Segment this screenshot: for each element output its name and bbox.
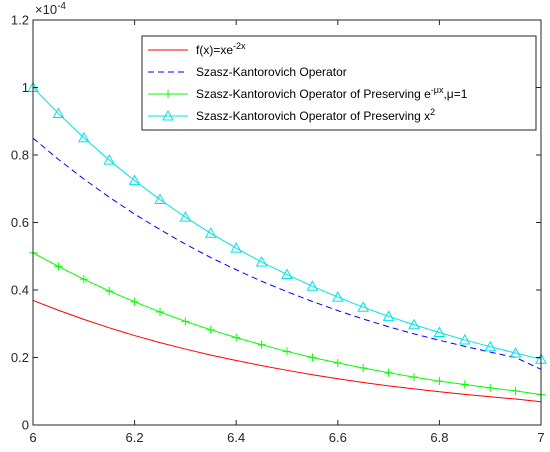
x-tick-label: 6.6	[329, 430, 347, 445]
data-point-plus	[79, 275, 88, 284]
data-point-plus	[308, 353, 317, 362]
data-point-plus	[130, 297, 139, 306]
data-point-triangle	[255, 255, 268, 267]
data-point-plus	[410, 373, 418, 382]
data-point-plus	[511, 386, 520, 395]
legend-box	[141, 35, 537, 131]
data-point-triangle	[509, 347, 522, 358]
x-tick-label: 6.2	[126, 430, 144, 445]
y-tick-label: 0.4	[11, 283, 29, 298]
data-point-triangle	[306, 280, 319, 291]
legend-label: Szasz-Kantorovich Operator of Preserving…	[196, 85, 468, 101]
data-point-plus	[105, 287, 114, 296]
series-line-1	[32, 299, 542, 403]
data-point-triangle	[103, 154, 116, 165]
legend-label: Szasz-Kantorovich Operator of Preserving…	[196, 107, 435, 123]
data-point-triangle	[458, 333, 471, 345]
legend-entry-4: Szasz-Kantorovich Operator of Preserving…	[148, 107, 435, 123]
legend-entry-2: Szasz-Kantorovich Operator	[148, 65, 347, 79]
y-axis-multiplier: ×10-4	[35, 1, 66, 17]
data-point-triangle	[128, 174, 141, 186]
legend: f(x)=xe-2x Szasz-Kantorovich Operator Szas…	[141, 35, 537, 131]
x-tick-label: 7	[537, 430, 544, 445]
legend-entry-3: Szasz-Kantorovich Operator of Preserving…	[148, 85, 468, 101]
series-3	[29, 248, 545, 399]
data-point-triangle	[484, 340, 497, 352]
y-tick-label: 1	[22, 80, 29, 95]
data-point-plus	[283, 347, 291, 356]
series-1	[32, 299, 542, 403]
data-point-plus	[333, 358, 342, 367]
x-tick-label: 6.4	[227, 430, 245, 445]
y-tick-label: 0	[22, 418, 29, 433]
data-point-triangle	[357, 301, 370, 312]
x-tick-label: 6	[29, 430, 36, 445]
x-tick-label: 6.8	[430, 430, 448, 445]
data-point-plus	[359, 363, 368, 372]
data-point-triangle	[77, 131, 90, 143]
data-point-triangle	[154, 193, 166, 205]
data-point-plus	[486, 383, 495, 392]
data-point-plus	[232, 333, 241, 342]
data-point-triangle	[331, 291, 344, 302]
data-point-plus	[206, 325, 215, 334]
series-line-4	[32, 87, 542, 360]
series-line-2	[32, 137, 542, 370]
series-4	[27, 81, 547, 364]
legend-label: f(x)=xe-2x	[196, 41, 246, 57]
data-point-triangle	[382, 310, 395, 321]
series-layer	[27, 81, 547, 403]
data-point-plus	[156, 307, 164, 316]
data-point-triangle	[179, 211, 192, 222]
y-tick-label: 1.2	[11, 13, 29, 28]
y-tick-label: 0.2	[11, 350, 29, 365]
data-point-triangle	[281, 268, 293, 279]
data-point-plus	[181, 317, 190, 326]
data-point-plus	[257, 340, 266, 349]
legend-label: Szasz-Kantorovich Operator	[196, 65, 347, 79]
data-point-triangle	[52, 107, 65, 118]
series-2	[32, 137, 542, 370]
legend-entry-1: f(x)=xe-2x	[148, 41, 246, 57]
axes-layer: 6 6.2 6.4 6.6 6.8 7 0 0.2 0.4 0.6 0.8 1 1.2 ×10-4	[11, 1, 545, 445]
data-point-plus	[384, 368, 393, 377]
y-tick-label: 0.8	[11, 148, 29, 163]
y-tick-label: 0.6	[11, 215, 29, 230]
data-point-triangle	[433, 326, 446, 338]
data-point-triangle	[204, 227, 217, 238]
data-point-triangle	[408, 318, 420, 330]
data-point-triangle	[230, 242, 243, 253]
data-point-plus	[460, 380, 469, 389]
data-point-plus	[435, 377, 444, 386]
data-point-plus	[54, 262, 63, 271]
legend-marker-triangle	[162, 109, 174, 121]
